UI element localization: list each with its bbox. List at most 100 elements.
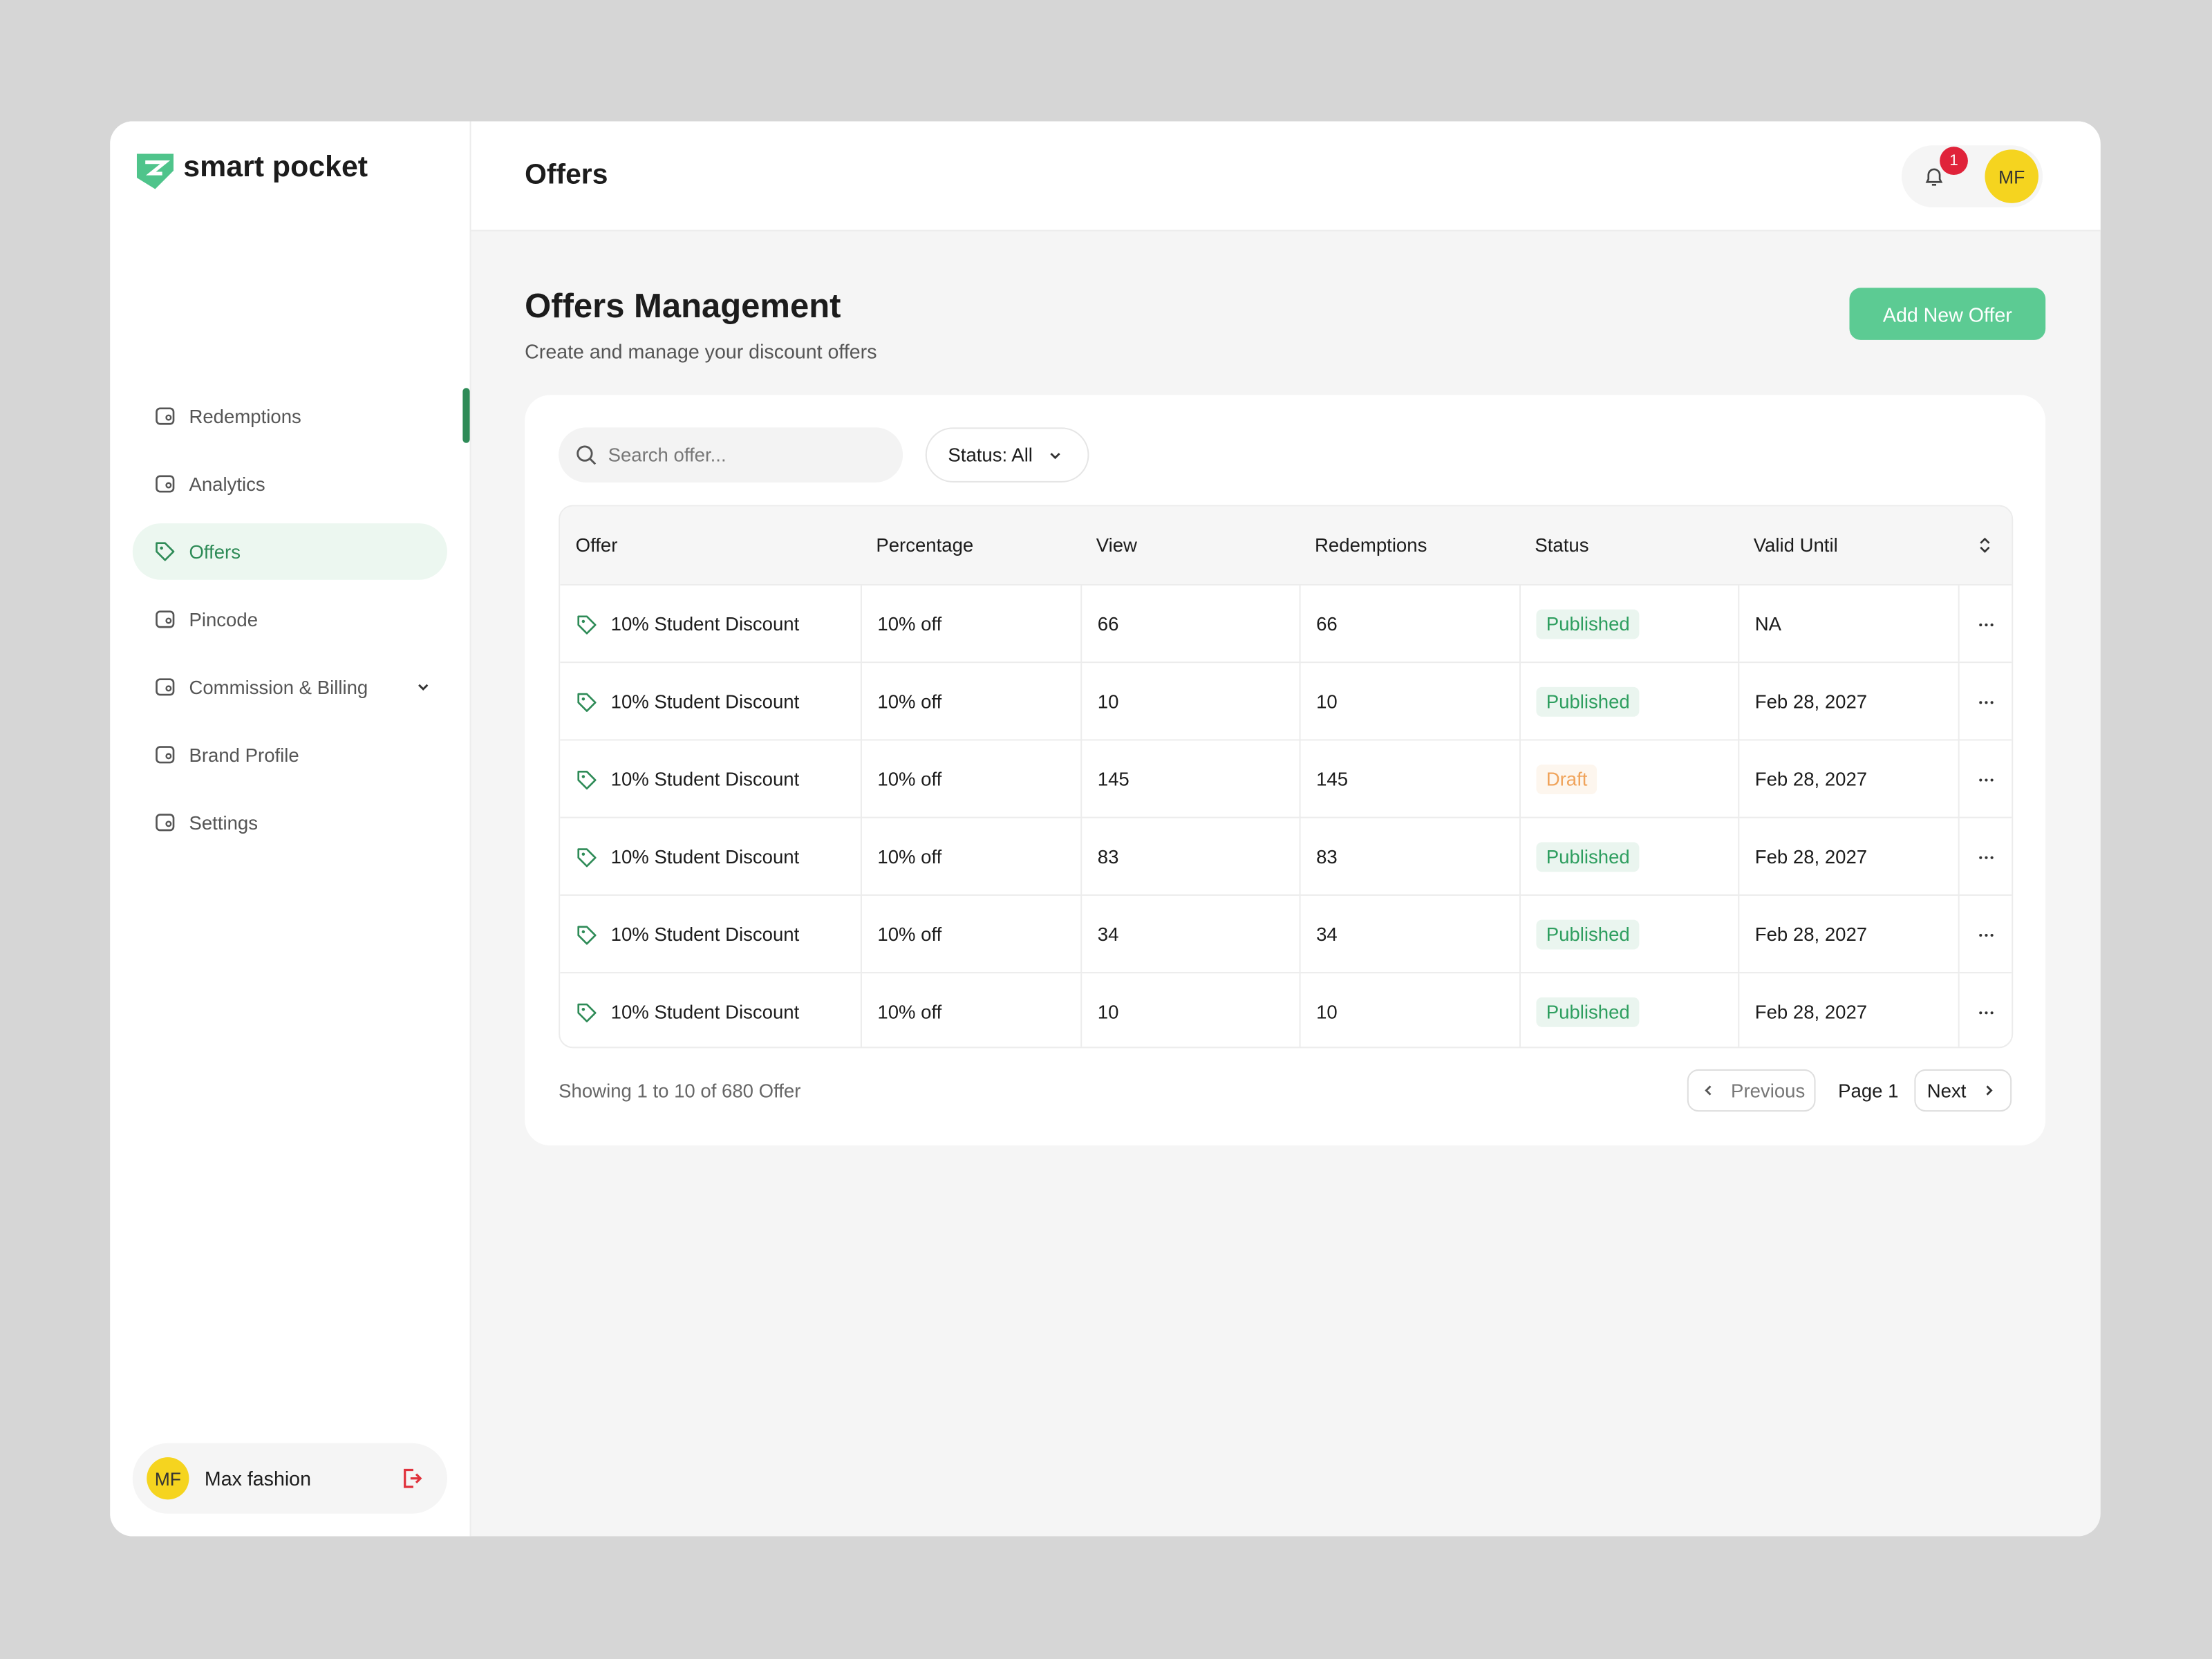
table-cell: 10% Student Discount [560,740,861,818]
nav-item[interactable]: Commission & Billing [133,659,447,715]
more-icon [1978,1011,1993,1014]
active-indicator [462,388,470,443]
nav-item[interactable]: Brand Profile [133,727,447,783]
table-cell: Feb 28, 2027 [1738,818,1958,896]
row-actions[interactable] [1958,663,2012,741]
expand-icon[interactable] [416,680,430,694]
nav-label: Redemptions [189,405,301,427]
next-button[interactable]: Next [1914,1069,2012,1112]
icon [156,746,175,764]
user-avatar: MF [147,1457,189,1500]
column-header: Offer [575,534,618,556]
tag-icon [577,1002,597,1022]
table-cell: 10 [1080,663,1299,741]
nav-label: Settings [189,812,259,834]
offers-table: Offer Percentage View Redemptions Status Vali… [559,505,2014,1049]
table-cell: 10% off [860,973,1080,1047]
more-icon [1978,778,1993,781]
table-cell: 83 [1080,818,1299,896]
offers-card: Search offer... Status: All Offer Percent… [525,395,2046,1146]
cell-text: 145 [1316,769,1349,790]
cell-text: 145 [1097,769,1130,790]
column-header: Status [1535,534,1589,556]
cell-text: 10% off [877,924,942,946]
nav-item[interactable]: Settings [133,794,447,851]
table-cell: Published [1519,973,1738,1047]
cell-text: 10% Student Discount [610,1001,800,1023]
table-cell: 10 [1299,973,1519,1047]
cell-text: 10 [1097,691,1119,713]
cell-text: Feb 28, 2027 [1754,924,1868,946]
table-cell: 10% off [860,585,1080,664]
table-row: 10% Student Discount 10% off 66 66 Published… [560,583,2012,664]
tag-icon [156,542,175,561]
more-icon [1978,932,1993,937]
table-row: 10% Student Discount 10% off 34 34 Published… [560,894,2012,974]
table-cell: 10% Student Discount [560,663,861,740]
table-cell: 10% off [860,895,1080,974]
bell-icon[interactable] [1923,165,1946,188]
table-row: 10% Student Discount 10% off 10 10 Published… [560,972,2012,1047]
cell-text: 10% off [877,613,942,635]
previous-button[interactable]: Previous [1687,1069,1816,1112]
notification-badge: 1 [1940,147,1968,176]
cell-text: 10% Student Discount [610,846,800,868]
icon [156,610,175,628]
status-badge: Published [1536,997,1640,1027]
logout-icon[interactable] [401,1467,424,1490]
column-header: Percentage [876,534,974,556]
table-cell: 10% off [860,663,1080,741]
nav-item[interactable]: Pincode [133,591,447,648]
cell-text: 10% off [877,769,942,790]
column-header: Valid Until [1753,534,1838,556]
table-cell: 10% off [860,740,1080,818]
cell-text: 10 [1316,1001,1338,1023]
nav-label: Offers [189,541,241,563]
icon [156,678,175,696]
tag-icon [577,769,597,789]
cell-text: 66 [1316,613,1338,635]
tag-icon [577,847,597,867]
row-actions[interactable] [1958,973,2012,1047]
search-icon [577,445,597,465]
table-cell: Published [1519,895,1738,974]
search-box[interactable]: Search offer... [559,427,903,482]
page-title: Offers Management [525,288,841,326]
cell-text: 34 [1097,924,1119,946]
sort-icon[interactable] [1978,536,1991,555]
table-cell: 145 [1299,740,1519,818]
table-cell: 34 [1080,895,1299,974]
cell-text: NA [1754,613,1782,635]
row-actions[interactable] [1958,740,2012,818]
row-actions[interactable] [1958,585,2012,664]
status-filter[interactable]: Status: All [925,427,1089,482]
header-avatar[interactable]: MF [1985,149,2038,203]
table-cell: 10 [1080,973,1299,1047]
add-offer-button[interactable]: Add New Offer [1849,288,2046,340]
status-badge: Draft [1536,765,1597,794]
cell-text: 10% off [877,846,942,868]
column-header: View [1096,534,1137,556]
tag-icon [577,615,597,634]
cell-text: 83 [1097,846,1119,868]
top-bar: Offers 1 MF [471,121,2101,232]
row-actions[interactable] [1958,895,2012,974]
cell-text: Feb 28, 2027 [1754,769,1868,790]
cell-text: 10 [1316,691,1338,713]
table-cell: 66 [1080,585,1299,664]
cell-text: Feb 28, 2027 [1754,846,1868,868]
icon [156,407,175,425]
user-card: MF Max fashion [132,1443,447,1514]
table-cell: Published [1519,663,1738,741]
nav-item[interactable]: Analytics [133,456,447,512]
tag-icon [577,925,597,944]
more-icon [1978,700,1993,704]
table-cell: 10% Student Discount [560,973,861,1047]
cell-text: 34 [1316,924,1338,946]
nav-item[interactable]: Offers [132,523,447,580]
nav-label: Brand Profile [189,744,299,766]
cell-text: Feb 28, 2027 [1754,691,1868,713]
nav-item[interactable]: Redemptions [133,388,447,444]
table-cell: 145 [1080,740,1299,818]
row-actions[interactable] [1958,818,2012,896]
